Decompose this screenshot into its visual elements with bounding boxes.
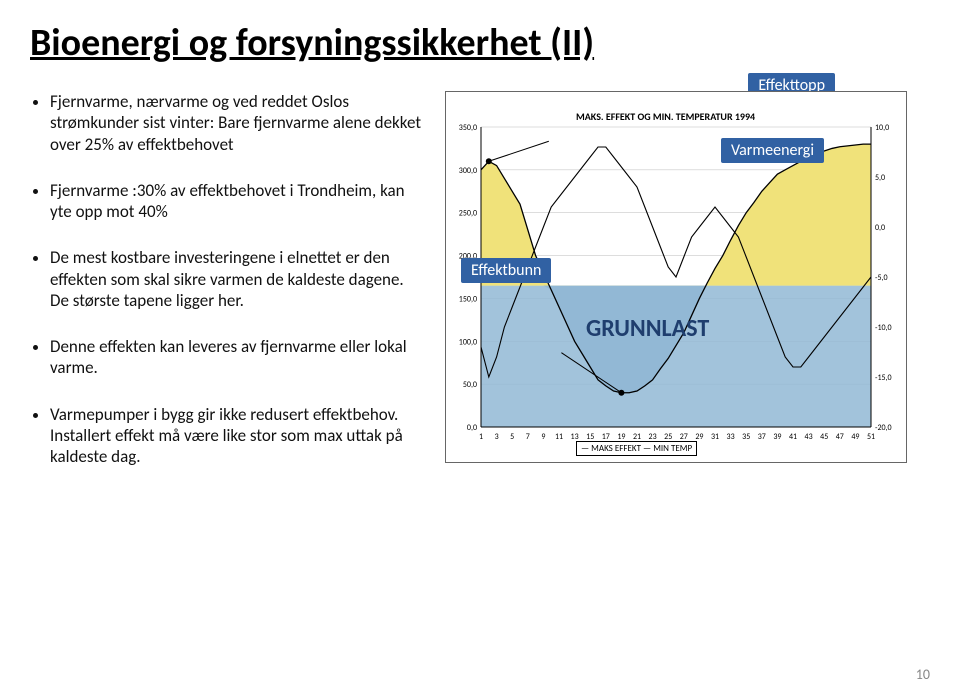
svg-text:0,0: 0,0 — [467, 423, 477, 433]
svg-text:49: 49 — [851, 432, 859, 442]
svg-text:31: 31 — [711, 432, 719, 442]
chart-legend: — MAKS EFFEKT — MIN TEMP — [576, 441, 697, 456]
svg-text:45: 45 — [820, 432, 828, 442]
svg-text:3: 3 — [495, 432, 499, 442]
svg-text:51: 51 — [867, 432, 875, 442]
svg-text:-15,0: -15,0 — [875, 373, 892, 383]
label-effektbunn: Effektbunn — [461, 258, 551, 283]
page-title: Bioenergi og forsyningssikkerhet (II) — [30, 20, 930, 66]
svg-text:43: 43 — [805, 432, 813, 442]
bullet-item: Fjernvarme :30% av effektbehovet i Trond… — [50, 180, 430, 223]
bullet-item: De mest kostbare investeringene i elnett… — [50, 247, 430, 311]
bullet-list: Fjernvarme, nærvarme og ved reddet Oslos… — [30, 91, 430, 467]
bullet-item: Fjernvarme, nærvarme og ved reddet Oslos… — [50, 91, 430, 155]
bullet-item: Varmepumper i bygg gir ikke redusert eff… — [50, 404, 430, 468]
label-varmeenergi: Varmeenergi — [721, 138, 824, 163]
page-number: 10 — [916, 666, 930, 683]
svg-text:5,0: 5,0 — [875, 173, 885, 183]
svg-text:9: 9 — [541, 432, 545, 442]
bullet-item: Denne effekten kan leveres av fjernvarme… — [50, 336, 430, 379]
svg-text:10,0: 10,0 — [875, 123, 889, 133]
bullets-column: Fjernvarme, nærvarme og ved reddet Oslos… — [30, 91, 430, 492]
svg-text:150,0: 150,0 — [459, 294, 477, 304]
chart-title: MAKS. EFFEKT OG MIN. TEMPERATUR 1994 — [576, 110, 755, 123]
svg-text:100,0: 100,0 — [459, 337, 477, 347]
svg-text:1: 1 — [479, 432, 483, 442]
svg-text:300,0: 300,0 — [459, 166, 477, 176]
svg-text:-20,0: -20,0 — [875, 423, 892, 433]
svg-text:47: 47 — [836, 432, 844, 442]
svg-text:0,0: 0,0 — [875, 223, 885, 233]
svg-text:41: 41 — [789, 432, 797, 442]
svg-text:35: 35 — [742, 432, 750, 442]
svg-text:50,0: 50,0 — [463, 380, 477, 390]
label-grunnlast: GRUNNLAST — [586, 314, 709, 343]
svg-text:350,0: 350,0 — [459, 123, 477, 133]
svg-text:37: 37 — [758, 432, 766, 442]
svg-text:33: 33 — [727, 432, 735, 442]
svg-text:11: 11 — [555, 432, 563, 442]
svg-text:7: 7 — [526, 432, 530, 442]
svg-text:5: 5 — [510, 432, 514, 442]
chart-column: Effekttopp MAKS. EFFEKT OG MIN. TEMPERAT… — [445, 91, 925, 492]
area-chart: MAKS. EFFEKT OG MIN. TEMPERATUR 1994 Var… — [445, 91, 907, 463]
svg-text:-10,0: -10,0 — [875, 323, 892, 333]
content-row: Fjernvarme, nærvarme og ved reddet Oslos… — [30, 91, 930, 492]
svg-text:39: 39 — [773, 432, 781, 442]
svg-text:250,0: 250,0 — [459, 209, 477, 219]
svg-text:-5,0: -5,0 — [875, 273, 888, 283]
